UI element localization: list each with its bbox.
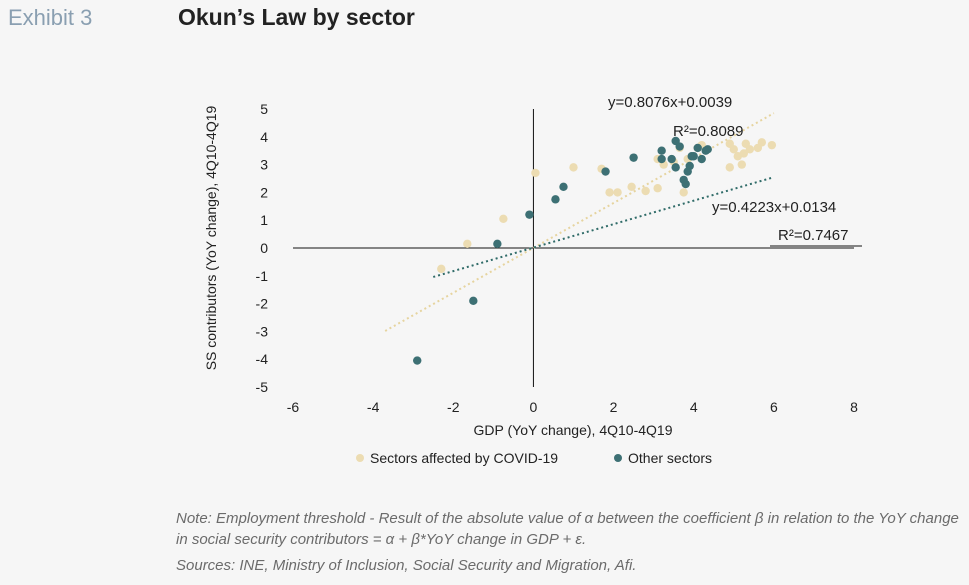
point-series-0 [613, 188, 622, 197]
point-series-0 [569, 163, 578, 172]
point-series-0 [531, 168, 540, 178]
point-series-1 [689, 152, 698, 161]
footnote: Note: Employment threshold - Result of t… [176, 510, 959, 548]
exhibit-label: Exhibit 3 [8, 5, 93, 30]
point-series-1 [685, 161, 694, 171]
point-series-1 [703, 145, 712, 154]
y-tick-label: -1 [256, 268, 269, 284]
point-series-1 [601, 167, 610, 176]
point-series-1 [559, 182, 568, 192]
trendline-equation-0: y=0.8076x+0.0039 [608, 94, 732, 111]
trendline-0 [384, 112, 775, 332]
x-tick-label: -6 [287, 399, 300, 415]
trendline-r2-1: R²=0.7467 [778, 227, 848, 244]
axes [293, 109, 854, 387]
point-series-1 [657, 146, 666, 155]
point-series-1 [671, 163, 680, 172]
point-series-0 [605, 188, 614, 197]
point-series-1 [681, 179, 690, 189]
point-series-0 [757, 138, 767, 147]
legend-marker-0 [356, 454, 364, 462]
y-tick-label: -2 [256, 296, 269, 312]
point-series-0 [499, 214, 508, 224]
x-tick-label: 2 [610, 399, 618, 415]
x-tick-label: -2 [447, 399, 460, 415]
scatter-chart: -6 -4 -2 0 2 4 6 8 5 4 3 2 1 0 -1 -2 -3 -4 -5 GDP (YoY chan… [203, 94, 862, 466]
y-tick-label: 3 [260, 157, 268, 173]
legend: Sectors affected by COVID-19 Other sector… [356, 450, 712, 466]
point-series-0 [653, 184, 662, 193]
point-series-1 [413, 356, 422, 365]
point-series-1 [493, 239, 502, 249]
point-series-1 [697, 154, 706, 164]
y-tick-label: -3 [256, 323, 269, 339]
y-tick-label: -4 [256, 351, 269, 367]
x-axis-title: GDP (YoY change), 4Q10-4Q19 [474, 422, 673, 438]
legend-label-0: Sectors affected by COVID-19 [370, 450, 558, 466]
point-series-0 [745, 145, 755, 154]
y-tick-label: 0 [260, 240, 268, 256]
sources: Sources: INE, Ministry of Inclusion, Soc… [176, 557, 637, 574]
point-series-0 [729, 145, 738, 154]
point-series-1 [525, 210, 534, 219]
data-points [413, 136, 777, 365]
chart-title: Okun’s Law by sector [178, 4, 415, 30]
point-series-0 [437, 264, 446, 274]
trendlines [384, 112, 775, 332]
x-tick-label: 4 [690, 399, 698, 415]
legend-marker-1 [614, 454, 622, 462]
point-series-1 [629, 153, 638, 162]
point-series-1 [693, 143, 702, 153]
x-tick-label: 0 [530, 399, 538, 415]
point-series-0 [679, 188, 688, 197]
y-tick-label: 5 [260, 101, 268, 117]
point-series-1 [667, 154, 676, 164]
point-series-1 [469, 296, 478, 306]
y-axis-title: SS contributors (YoY change), 4Q10-4Q19 [203, 105, 219, 370]
y-tick-label: -5 [256, 379, 269, 395]
trendline-r2-0: R²=0.8089 [673, 123, 743, 140]
x-tick-label: -4 [367, 399, 380, 415]
trendline-equation-1: y=0.4223x+0.0134 [712, 199, 836, 216]
point-series-0 [627, 182, 636, 192]
point-series-0 [463, 239, 472, 249]
point-series-1 [675, 142, 684, 151]
trendline-1 [432, 176, 775, 278]
x-tick-label: 6 [770, 399, 778, 415]
x-tick-label: 8 [850, 399, 858, 415]
point-series-0 [739, 149, 749, 158]
y-tick-label: 1 [260, 212, 268, 228]
point-series-0 [767, 140, 777, 150]
y-tick-label: 2 [260, 184, 268, 200]
point-series-1 [551, 195, 560, 204]
y-tick-label: 4 [260, 129, 268, 145]
chart-labels: -6 -4 -2 0 2 4 6 8 5 4 3 2 1 0 -1 -2 -3 -4 -5 GDP (YoY chan… [203, 94, 862, 438]
point-series-1 [657, 154, 666, 164]
point-series-0 [641, 186, 650, 196]
point-series-0 [725, 163, 734, 172]
legend-label-1: Other sectors [628, 450, 712, 466]
point-series-0 [737, 160, 746, 169]
